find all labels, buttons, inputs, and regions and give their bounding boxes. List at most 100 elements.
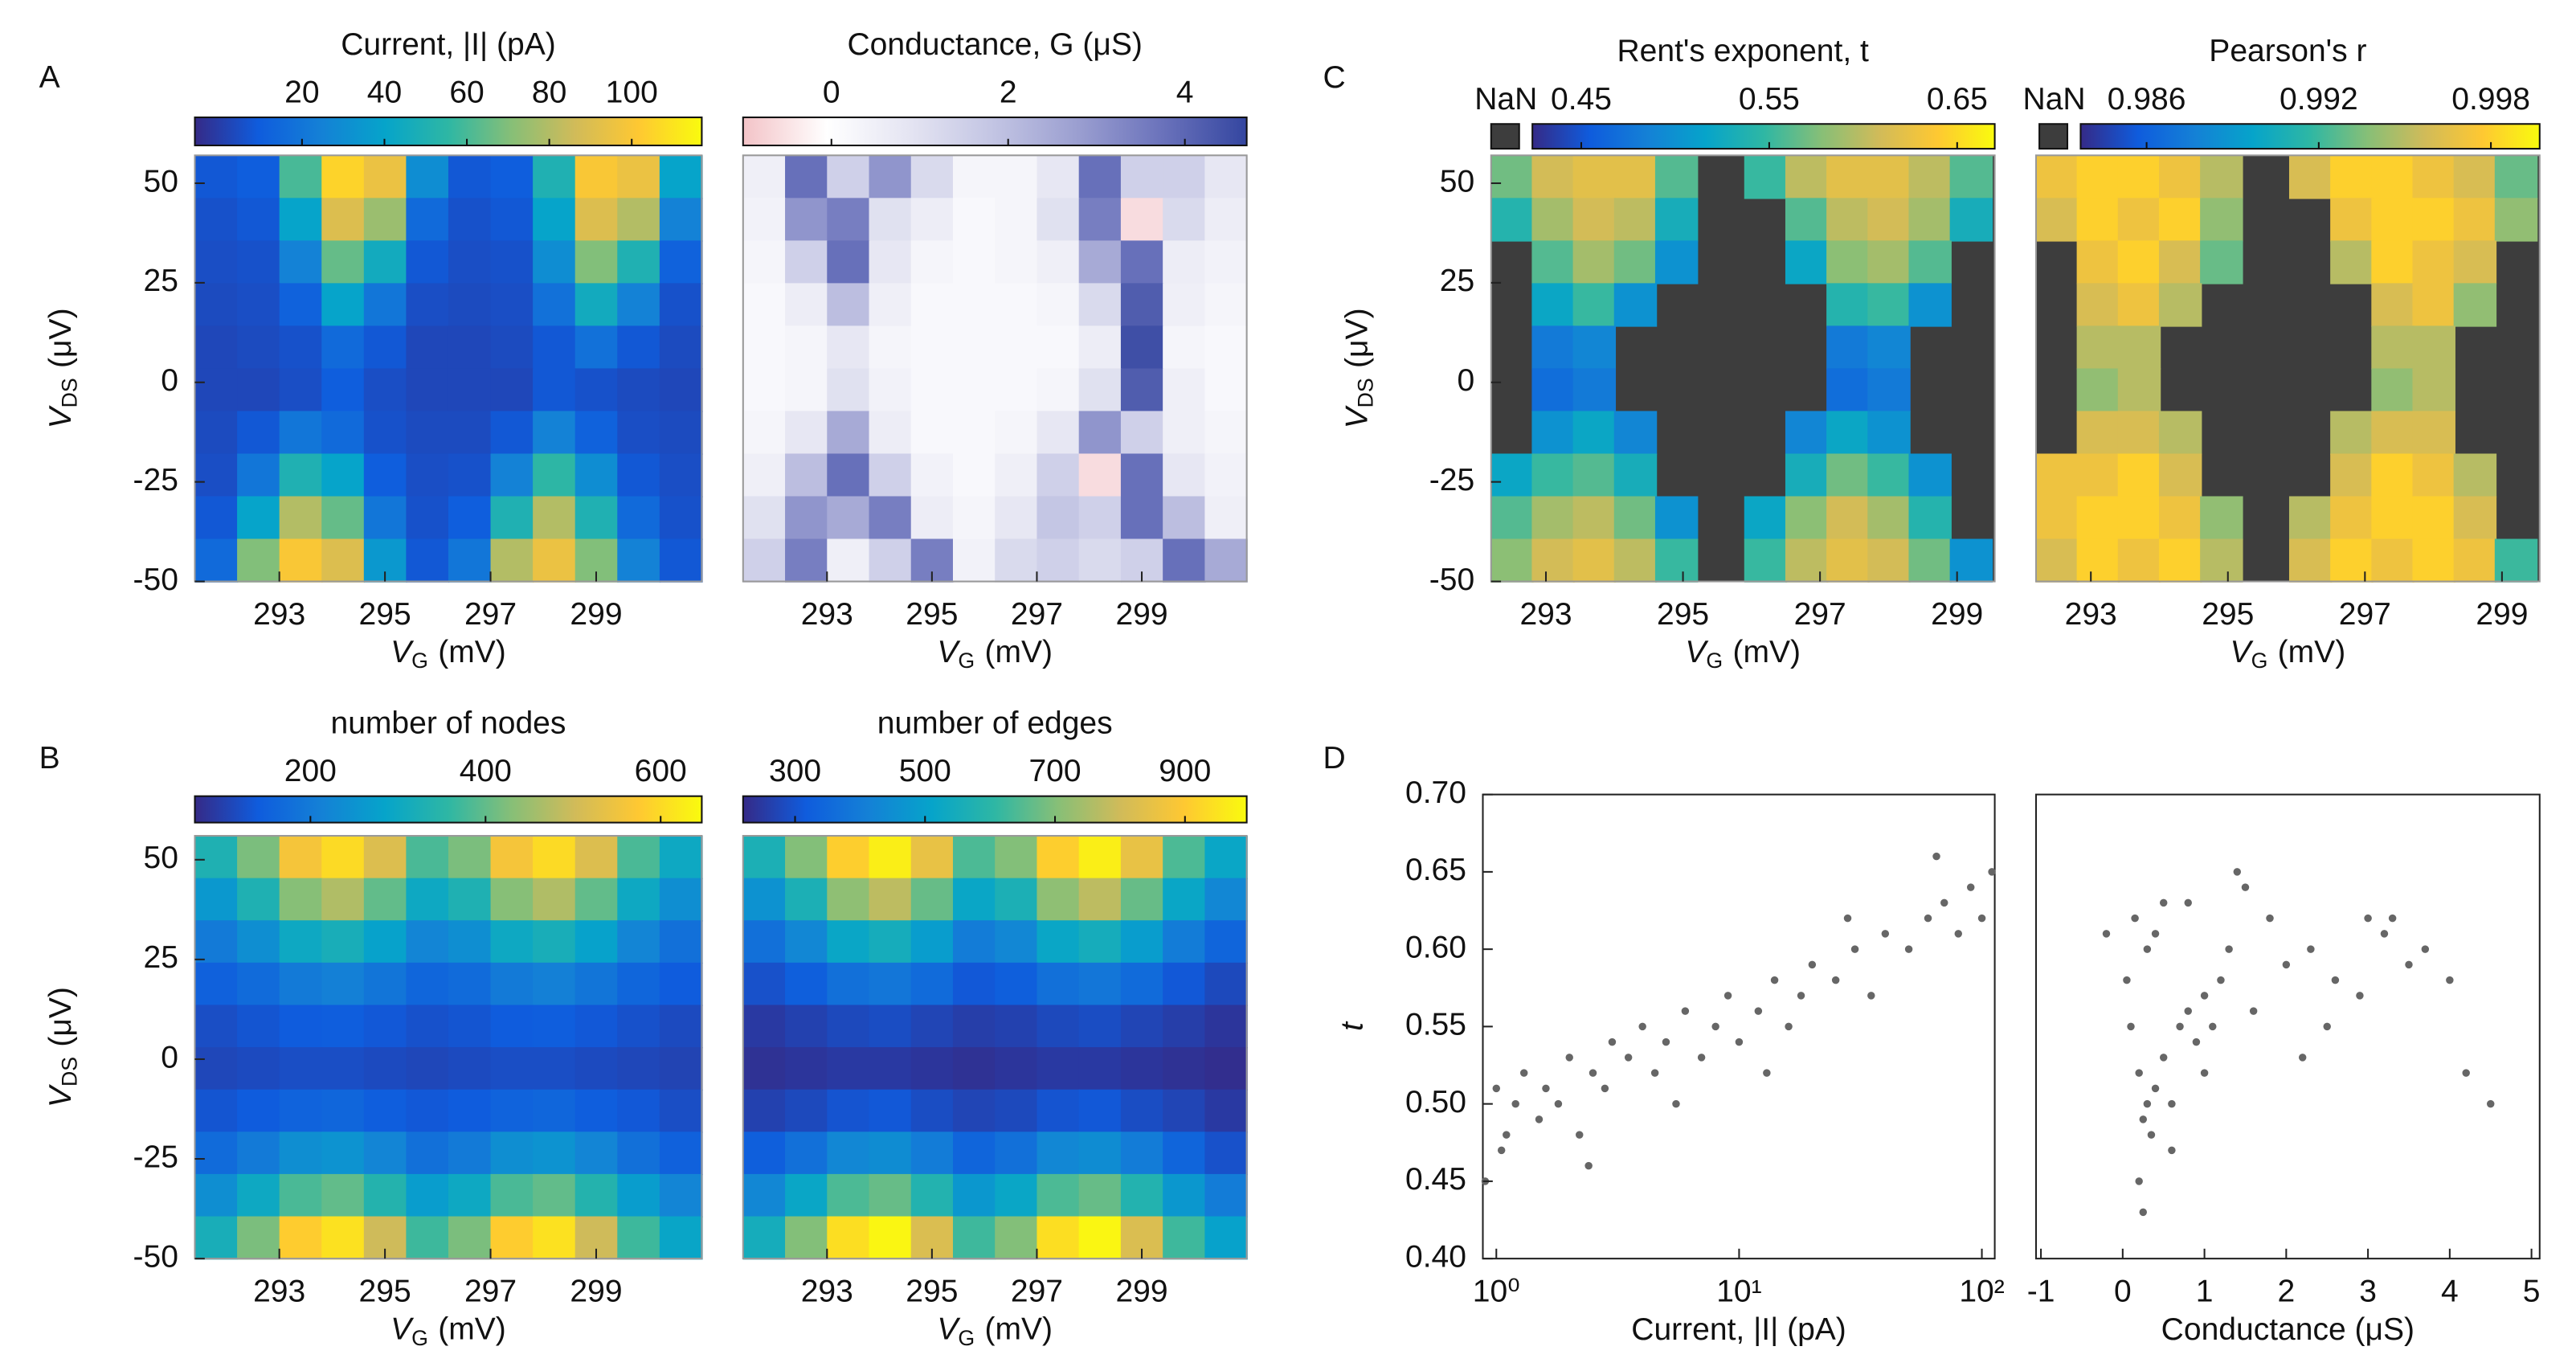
scatter-point — [2323, 1022, 2331, 1031]
heatmap-cell — [321, 325, 366, 370]
heatmap-cell — [533, 155, 576, 199]
axis-label: Current, |I| (pA) — [1631, 1312, 1846, 1347]
heatmap-cell — [2117, 496, 2161, 540]
heatmap-cell — [2200, 198, 2243, 242]
heatmap-cell — [1078, 283, 1122, 327]
heatmap-cell — [659, 496, 703, 540]
heatmap-cell — [1163, 836, 1206, 879]
heatmap-cell — [194, 325, 239, 370]
plot-frame — [2034, 793, 2541, 1260]
heatmap-cell — [617, 1173, 661, 1218]
heatmap-cell — [448, 240, 492, 284]
heatmap-cell — [279, 1173, 323, 1218]
heatmap-cell — [742, 1089, 787, 1133]
heatmap-cell — [448, 283, 492, 327]
heatmap-cell — [406, 1005, 450, 1049]
x-tick-label: 297 — [1011, 597, 1063, 632]
label-sub: G — [1706, 649, 1723, 673]
heatmap-cell — [2412, 240, 2455, 284]
heatmap-cell — [742, 878, 787, 922]
heatmap-cell — [659, 198, 703, 242]
heatmap-cell — [827, 155, 870, 199]
scatter-point — [2168, 1099, 2176, 1108]
heatmap-cell — [742, 411, 787, 455]
label-symbol: V — [937, 635, 961, 669]
heatmap-cell — [1867, 368, 1911, 412]
scatter-point — [1988, 868, 1996, 876]
heatmap-cell — [785, 1005, 828, 1049]
heatmap-cell — [1204, 496, 1248, 540]
heatmap-cell — [995, 411, 1038, 455]
scatter-point — [1681, 1007, 1690, 1015]
heatmap-cell — [279, 453, 323, 497]
heatmap-cell — [1785, 453, 1829, 497]
heatmap-cell — [827, 1132, 870, 1176]
heatmap-cell — [321, 198, 366, 242]
heatmap-cell — [869, 325, 912, 370]
heatmap-cell — [237, 325, 280, 370]
heatmap-cell — [2035, 496, 2079, 540]
heatmap-cell — [869, 240, 912, 284]
heatmap-cell — [785, 368, 828, 412]
x-tick-label: 10¹ — [1716, 1275, 1761, 1309]
heatmap-cell — [2453, 283, 2497, 327]
x-tick-label: 297 — [1794, 597, 1846, 632]
heatmap-cell — [2117, 283, 2161, 327]
colorbar-tick-label: 0.45 — [1551, 82, 1612, 117]
x-tick-label: 297 — [464, 597, 517, 632]
heatmap-cell — [321, 283, 366, 327]
heatmap-cell — [448, 920, 492, 964]
heatmap-cell — [194, 368, 239, 412]
heatmap-cell — [869, 411, 912, 455]
heatmap-cell — [2371, 283, 2414, 327]
heatmap-cell — [533, 240, 576, 284]
heatmap-cell — [406, 1047, 450, 1091]
heatmap-cell — [742, 962, 787, 1006]
heatmap-cell — [785, 453, 828, 497]
heatmap-cell — [1785, 240, 1829, 284]
heatmap-cell — [279, 962, 323, 1006]
heatmap-cell — [742, 1047, 787, 1091]
heatmap-cell — [910, 453, 955, 497]
heatmap-cell — [2412, 368, 2455, 412]
x-tick-label: 293 — [801, 1275, 853, 1309]
heatmap-cell — [2158, 453, 2202, 497]
heatmap-cell — [1572, 155, 1617, 199]
heatmap-cell — [2330, 198, 2374, 242]
heatmap-cell — [910, 836, 955, 879]
heatmap-cell — [1037, 1047, 1080, 1091]
heatmap-cell — [363, 920, 407, 964]
heatmap-cell — [321, 1216, 366, 1260]
heatmap-cell — [194, 1047, 239, 1091]
scatter-point — [1723, 992, 1732, 1000]
heatmap-cell — [1490, 538, 1534, 583]
x-tick-label: 295 — [359, 597, 411, 632]
heatmap-cell — [785, 920, 828, 964]
heatmap-cell — [742, 496, 787, 540]
y-tick-label: -50 — [133, 563, 178, 597]
heatmap-cell — [448, 1173, 492, 1218]
heatmap-cell — [363, 155, 407, 199]
y-tick-label: 0.50 — [1405, 1085, 1466, 1119]
plot-frame — [2034, 154, 2541, 583]
heatmap-cell — [1613, 240, 1658, 284]
heatmap-cell — [952, 962, 996, 1006]
heatmap-cell — [574, 962, 619, 1006]
heatmap-cell — [2412, 538, 2455, 583]
heatmap-cell — [827, 325, 870, 370]
heatmap-cell — [1204, 1132, 1248, 1176]
heatmap-cell — [1078, 198, 1122, 242]
heatmap-cell — [363, 240, 407, 284]
heatmap-cell — [827, 920, 870, 964]
scatter-point — [1763, 1069, 1771, 1077]
heatmap-cell — [574, 1132, 619, 1176]
heatmap-cell — [617, 878, 661, 922]
y-tick-label: 50 — [144, 164, 178, 198]
heatmap-cell — [1531, 538, 1575, 583]
scatter-point — [1867, 992, 1875, 1000]
scatter-point — [2192, 1037, 2201, 1046]
heatmap-cell — [1908, 283, 1952, 327]
heatmap-cell — [2035, 538, 2079, 583]
heatmap-cell — [448, 453, 492, 497]
heatmap-cell — [1826, 198, 1870, 242]
